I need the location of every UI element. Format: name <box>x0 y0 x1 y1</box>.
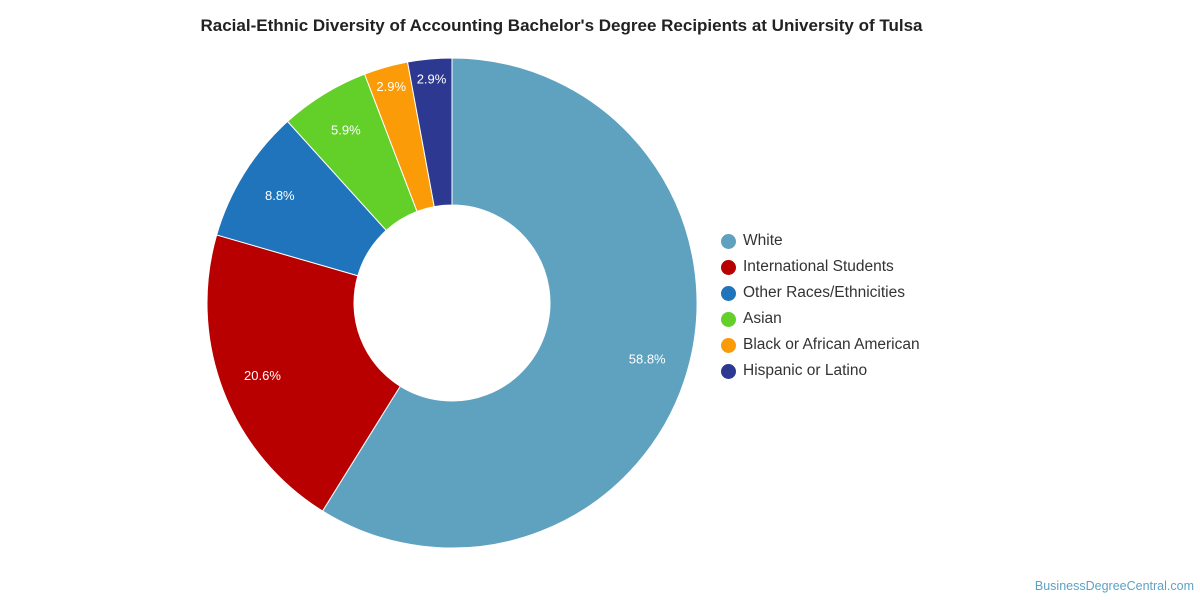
slice-label-asian: 5.9% <box>331 122 361 137</box>
source-credit[interactable]: BusinessDegreeCentral.com <box>1034 579 1194 593</box>
slice-label-other-races-ethnicities: 8.8% <box>265 188 295 203</box>
legend-swatch <box>721 259 736 275</box>
legend-swatch <box>721 363 736 379</box>
legend-label: Black or African American <box>743 336 920 353</box>
legend-item-asian[interactable]: Asian <box>721 306 920 332</box>
legend-swatch <box>721 311 736 327</box>
chart-legend: White International Students Other Races/E… <box>721 228 920 384</box>
legend-item-black-or-african-american[interactable]: Black or African American <box>721 332 920 358</box>
slice-international-students[interactable] <box>206 234 401 512</box>
legend-item-international-students[interactable]: International Students <box>721 254 920 280</box>
legend-item-other-races-ethnicities[interactable]: Other Races/Ethnicities <box>721 280 920 306</box>
slice-label-hispanic-or-latino: 2.9% <box>417 71 447 86</box>
legend-label: White <box>743 232 783 249</box>
slice-label-black-or-african-american: 2.9% <box>376 79 406 94</box>
legend-item-white[interactable]: White <box>721 228 920 254</box>
slice-white[interactable] <box>321 57 698 549</box>
donut-slices <box>206 57 698 549</box>
slice-label-international-students: 20.6% <box>244 368 281 383</box>
slice-hispanic-or-latino[interactable] <box>406 57 453 208</box>
legend-label: Hispanic or Latino <box>743 362 868 379</box>
legend-label: Asian <box>743 310 782 327</box>
slice-labels: 58.8% 20.6% 8.8% 5.9% 2.9% 2.9% <box>244 71 666 383</box>
slice-label-white: 58.8% <box>629 351 666 366</box>
legend-swatch <box>721 337 736 353</box>
chart-title: Racial-Ethnic Diversity of Accounting Ba… <box>200 16 923 35</box>
legend-label: International Students <box>743 258 894 275</box>
legend-label: Other Races/Ethnicities <box>743 284 905 301</box>
legend-item-hispanic-or-latino[interactable]: Hispanic or Latino <box>721 358 920 384</box>
legend-swatch <box>721 233 736 249</box>
legend-swatch <box>721 285 736 301</box>
